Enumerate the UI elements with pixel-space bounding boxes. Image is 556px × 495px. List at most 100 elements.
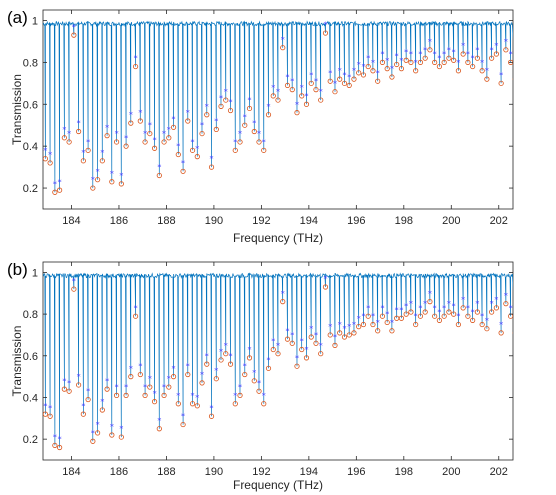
dip-marker [94, 177, 101, 183]
fit-marker: * [162, 383, 166, 392]
dip-marker [284, 336, 291, 342]
dip-marker [227, 361, 234, 367]
dip-marker [161, 392, 167, 398]
dip-marker [394, 61, 400, 68]
dip-marker [137, 118, 143, 124]
fit-marker: * [309, 325, 313, 334]
fit-marker: * [119, 171, 123, 180]
dip-marker [365, 63, 371, 70]
fit-marker: * [461, 42, 465, 51]
dip-marker [356, 70, 362, 76]
dip-marker [413, 68, 419, 74]
dip-marker [204, 361, 210, 367]
dip-marker [337, 330, 343, 336]
fit-marker: * [143, 383, 147, 392]
fit-marker: * [119, 425, 123, 434]
fit-marker: * [471, 308, 475, 317]
fit-marker: * [195, 144, 199, 153]
dip-marker [208, 164, 215, 170]
dip-marker [489, 309, 495, 315]
y-axis-title: Transmission [10, 74, 24, 145]
fit-marker: * [134, 304, 138, 313]
dip-marker [94, 430, 101, 436]
dip-marker [503, 301, 509, 307]
dip-marker [360, 321, 367, 328]
x-tick-label: 186 [110, 466, 128, 478]
dip-marker [66, 139, 72, 145]
dip-marker [479, 68, 485, 74]
dip-marker [346, 332, 352, 338]
dip-marker [294, 110, 300, 116]
y-tick-label: 0.2 [23, 434, 38, 446]
dip-marker [52, 442, 58, 449]
dip-marker [142, 392, 148, 398]
fit-marker: * [485, 67, 489, 76]
fit-marker: * [395, 52, 399, 61]
fit-marker: * [414, 312, 418, 321]
fit-marker: * [366, 54, 370, 63]
dip-marker [90, 185, 96, 191]
dip-marker [332, 89, 338, 95]
fit-marker: * [176, 391, 180, 400]
fit-marker: * [271, 337, 275, 346]
dip-marker [341, 334, 348, 340]
dip-marker [327, 78, 333, 84]
fit-marker: * [238, 130, 242, 139]
dip-marker [280, 45, 286, 51]
fit-marker: * [100, 398, 104, 407]
dip-marker [204, 112, 210, 118]
fit-marker: * [115, 383, 119, 392]
fit-marker: * [390, 65, 394, 74]
dip-marker [299, 93, 305, 99]
fit-marker: * [304, 92, 308, 101]
fit-marker: * [96, 421, 100, 430]
dip-marker [422, 309, 428, 315]
dip-marker [76, 382, 82, 388]
dip-marker [384, 66, 390, 72]
fit-marker: * [210, 155, 214, 164]
fit-marker: * [267, 356, 271, 365]
fit-marker: * [433, 304, 437, 313]
x-tick-label: 188 [157, 466, 175, 478]
dip-marker [370, 68, 376, 74]
fit-marker: * [167, 125, 171, 134]
dip-marker [99, 407, 105, 413]
dip-marker [341, 80, 348, 86]
fit-marker: * [447, 46, 451, 55]
fit-marker: * [494, 296, 498, 305]
fit-marker: * [191, 138, 195, 147]
dip-marker [170, 374, 177, 380]
fit-marker: * [475, 300, 479, 309]
fit-marker: * [328, 323, 332, 332]
fit-marker: * [513, 67, 517, 76]
fit-marker: * [319, 88, 323, 97]
dip-marker [57, 444, 63, 451]
fit-marker: * [238, 383, 242, 392]
y-tick-label: 0.8 [23, 309, 38, 321]
fit-marker: * [423, 300, 427, 309]
fit-marker: * [295, 100, 299, 109]
fit-marker: * [124, 383, 128, 392]
fit-marker: * [509, 304, 513, 313]
dip-marker [47, 160, 53, 166]
transmission-trace [43, 272, 513, 448]
dip-marker [251, 378, 257, 384]
dip-marker [161, 139, 167, 145]
dip-marker [460, 305, 466, 311]
fit-marker: * [390, 318, 394, 327]
series-group: ****************************************… [43, 272, 513, 451]
fit-marker: * [371, 58, 375, 67]
dip-marker [512, 331, 513, 334]
dip-marker [484, 76, 490, 82]
dip-marker [422, 55, 428, 61]
dip-marker [118, 181, 124, 187]
dip-marker [156, 172, 162, 179]
dip-marker [398, 66, 405, 72]
fit-marker: * [86, 387, 90, 396]
dip-marker [379, 59, 386, 65]
fit-marker: * [461, 296, 465, 305]
dip-marker [337, 76, 343, 82]
fit-marker: * [494, 42, 498, 51]
fit-marker: * [456, 312, 460, 321]
y-tick-label: 0.6 [23, 351, 38, 363]
